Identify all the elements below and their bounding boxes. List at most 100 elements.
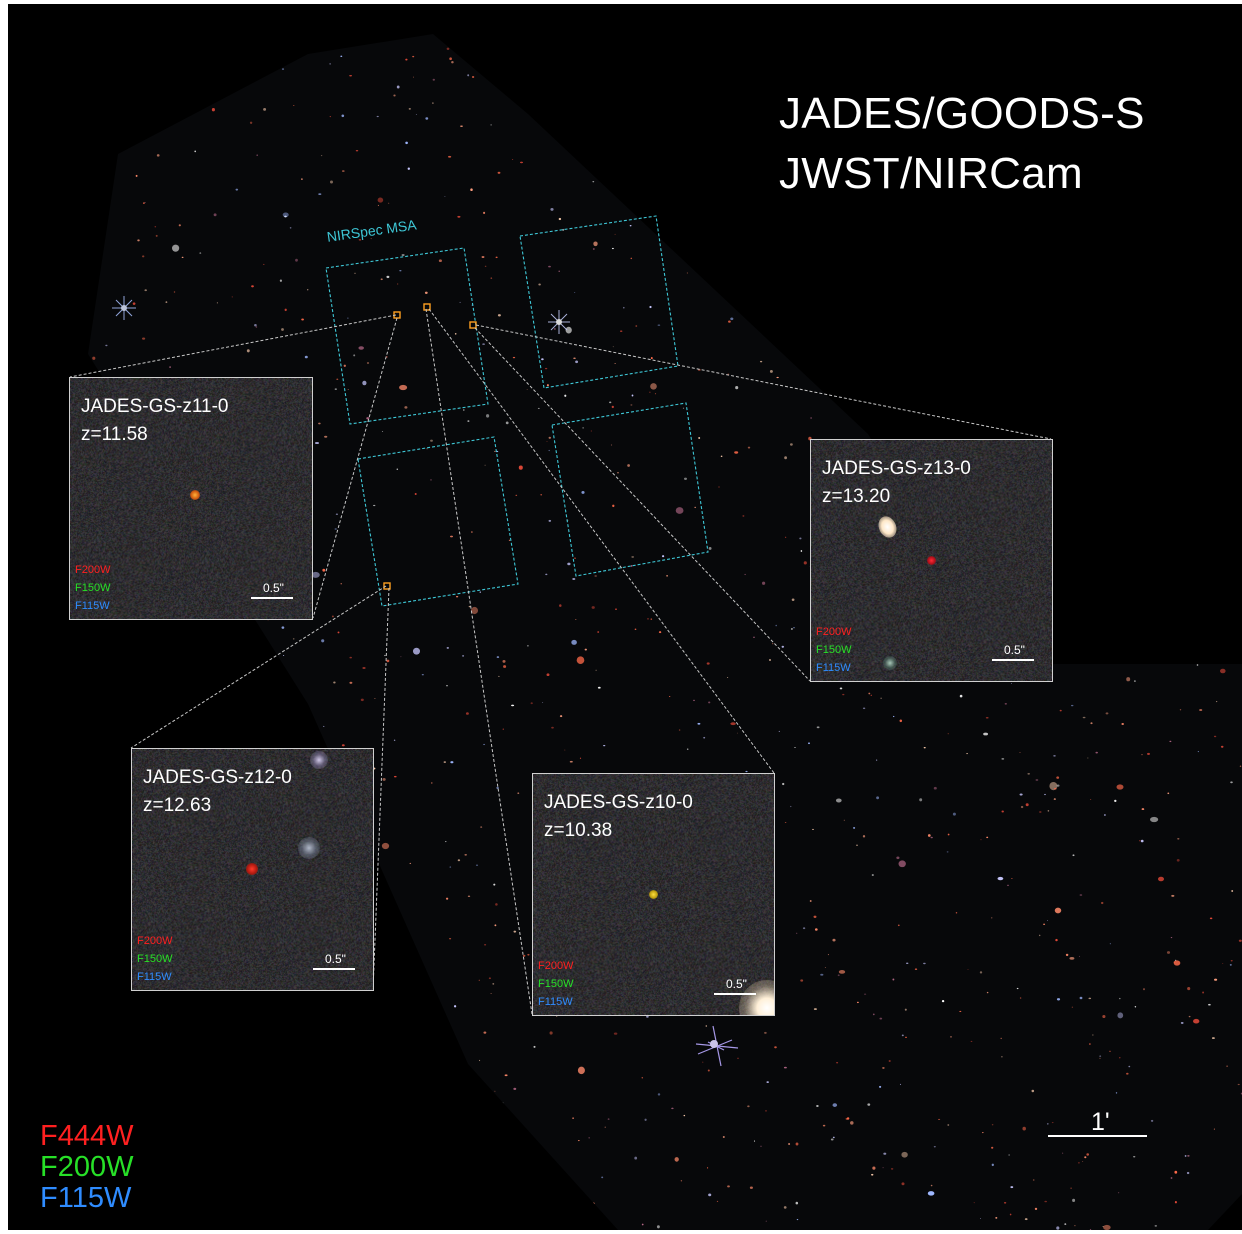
galaxy: [449, 866, 452, 868]
msa-quadrant: [325, 247, 489, 425]
filter-label-red: F200W: [538, 960, 574, 972]
galaxy: [470, 606, 479, 615]
galaxy: [1005, 301, 1008, 303]
galaxy: [1093, 506, 1096, 509]
galaxy: [90, 178, 94, 180]
galaxy: [745, 770, 748, 773]
galaxy: [382, 973, 391, 978]
galaxy: [800, 550, 803, 552]
galaxy: [868, 692, 871, 695]
galaxy: [686, 272, 689, 274]
galaxy: [1046, 1123, 1049, 1125]
galaxy: [871, 1173, 874, 1176]
galaxy: [248, 655, 252, 659]
galaxy: [1139, 215, 1145, 222]
galaxy: [646, 66, 649, 68]
galaxy: [702, 1061, 704, 1063]
galaxy: [79, 708, 81, 710]
galaxy: [206, 726, 208, 727]
galaxy: [1041, 340, 1044, 342]
galaxy: [24, 132, 26, 133]
galaxy: [862, 834, 866, 838]
galaxy: [1020, 805, 1024, 809]
galaxy: [94, 295, 97, 297]
galaxy: [1118, 572, 1123, 576]
galaxy: [1169, 740, 1172, 743]
galaxy: [1006, 884, 1010, 886]
galaxy: [647, 105, 654, 109]
galaxy: [886, 35, 889, 37]
galaxy: [77, 35, 80, 37]
galaxy: [424, 291, 428, 294]
galaxy: [937, 1118, 941, 1120]
galaxy: [577, 1140, 580, 1142]
galaxy: [47, 158, 50, 159]
galaxy: [1203, 594, 1206, 596]
filter-label-green: F150W: [137, 953, 173, 965]
galaxy: [966, 753, 968, 755]
galaxy: [36, 1108, 39, 1111]
galaxy: [905, 962, 909, 964]
galaxy: [927, 1191, 935, 1196]
galaxy: [1174, 1170, 1178, 1174]
galaxy: [1154, 305, 1158, 309]
galaxy: [373, 504, 376, 507]
galaxy: [895, 392, 897, 393]
msa-quadrant: [551, 402, 709, 577]
galaxy: [490, 277, 493, 279]
galaxy: [1016, 987, 1019, 990]
galaxy: [426, 448, 428, 450]
galaxy: [1119, 997, 1121, 1000]
galaxy: [914, 968, 918, 971]
galaxy: [991, 1146, 994, 1149]
galaxy: [366, 361, 370, 365]
galaxy: [1184, 43, 1188, 46]
filter-label-green: F150W: [816, 644, 852, 656]
galaxy: [1134, 680, 1136, 682]
galaxy: [54, 1215, 55, 1216]
galaxy: [930, 1184, 933, 1187]
galaxy: [675, 507, 684, 514]
galaxy: [1220, 668, 1226, 674]
galaxy: [1047, 202, 1051, 205]
galaxy: [1176, 859, 1180, 862]
galaxy: [1017, 355, 1020, 358]
galaxy: [1203, 107, 1205, 109]
galaxy: [832, 357, 835, 360]
galaxy: [798, 218, 805, 224]
galaxy: [346, 1189, 350, 1191]
galaxy: [520, 161, 523, 164]
galaxy: [405, 141, 408, 145]
galaxy: [646, 1015, 649, 1018]
galaxy: [1143, 988, 1145, 991]
galaxy: [515, 494, 518, 497]
galaxy: [1100, 618, 1102, 620]
galaxy: [1133, 1155, 1136, 1158]
galaxy: [548, 436, 552, 439]
galaxy: [1236, 254, 1239, 256]
galaxy: [1178, 67, 1182, 69]
galaxy: [350, 1189, 354, 1193]
galaxy: [677, 65, 679, 68]
galaxy: [1222, 963, 1224, 964]
galaxy: [683, 1114, 686, 1117]
galaxy: [97, 198, 100, 201]
galaxy: [241, 32, 243, 33]
galaxy: [1050, 50, 1052, 53]
galaxy: [726, 31, 727, 32]
galaxy: [796, 1219, 799, 1221]
galaxy: [1207, 576, 1211, 579]
galaxy: [534, 98, 536, 100]
galaxy: [772, 643, 774, 645]
galaxy: [263, 107, 267, 111]
galaxy: [809, 899, 812, 903]
inset-scale-label: 0.5": [263, 581, 284, 595]
galaxy: [28, 166, 31, 168]
galaxy: [399, 384, 408, 391]
galaxy: [1022, 1126, 1026, 1131]
galaxy: [386, 659, 390, 663]
galaxy: [1202, 991, 1205, 994]
galaxy: [838, 970, 846, 974]
galaxy: [273, 1132, 277, 1135]
galaxy: [1195, 38, 1197, 41]
